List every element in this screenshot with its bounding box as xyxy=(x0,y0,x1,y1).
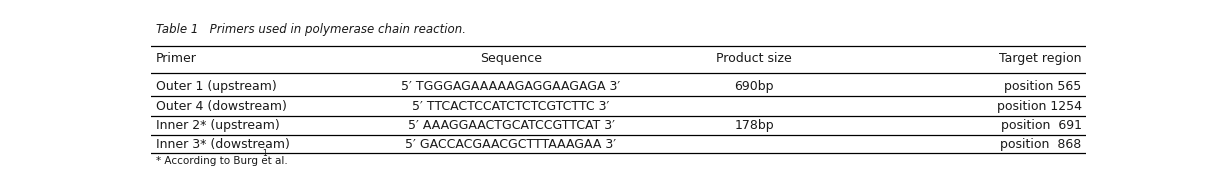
Text: position  691: position 691 xyxy=(1001,119,1081,132)
Text: * According to Burg et al.: * According to Burg et al. xyxy=(156,156,287,166)
Text: Primer: Primer xyxy=(156,52,197,65)
Text: Product size: Product size xyxy=(716,52,792,65)
Text: 5′ TGGGAGAAAAAGAGGAAGAGA 3′: 5′ TGGGAGAAAAAGAGGAAGAGA 3′ xyxy=(402,80,620,93)
Text: position  868: position 868 xyxy=(1001,138,1081,151)
Text: 5′ AAAGGAACTGCATCCGTTCAT 3′: 5′ AAAGGAACTGCATCCGTTCAT 3′ xyxy=(408,119,614,132)
Text: Target region: Target region xyxy=(999,52,1081,65)
Text: Outer 4 (dowstream): Outer 4 (dowstream) xyxy=(156,100,286,112)
Text: Inner 2* (upstream): Inner 2* (upstream) xyxy=(156,119,279,132)
Text: position 1254: position 1254 xyxy=(997,100,1081,112)
Text: 690bp: 690bp xyxy=(735,80,774,93)
Text: Inner 3* (dowstream): Inner 3* (dowstream) xyxy=(156,138,290,151)
Text: Sequence: Sequence xyxy=(480,52,542,65)
Text: 1: 1 xyxy=(262,149,267,158)
Text: 5′ GACCACGAACGCTTTAAAGAA 3′: 5′ GACCACGAACGCTTTAAAGAA 3′ xyxy=(406,138,617,151)
Text: 178bp: 178bp xyxy=(734,119,774,132)
Text: 5′ TTCACTCCATCTCTCGTCTTC 3′: 5′ TTCACTCCATCTCTCGTCTTC 3′ xyxy=(413,100,610,112)
Text: Outer 1 (upstream): Outer 1 (upstream) xyxy=(156,80,276,93)
Text: position 565: position 565 xyxy=(1004,80,1081,93)
Text: Table 1   Primers used in polymerase chain reaction.: Table 1 Primers used in polymerase chain… xyxy=(156,23,466,36)
